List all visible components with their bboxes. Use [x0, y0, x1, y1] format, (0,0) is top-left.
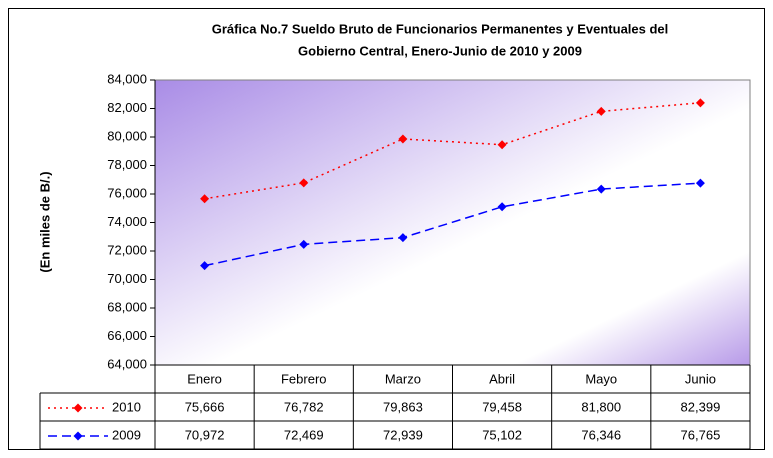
x-tick-label: Marzo	[385, 371, 421, 386]
y-tick-label: 74,000	[107, 214, 147, 229]
y-tick-label: 70,000	[107, 271, 147, 286]
y-tick-label: 68,000	[107, 299, 147, 314]
line	[204, 182, 701, 267]
x-tick-label: Abril	[489, 371, 515, 386]
table-value: 72,939	[383, 427, 423, 442]
y-tick-label: 72,000	[107, 242, 147, 257]
marker	[299, 178, 309, 188]
table-value: 79,458	[482, 399, 522, 414]
y-tick-label: 82,000	[107, 100, 147, 115]
marker	[299, 239, 309, 249]
marker	[596, 106, 606, 116]
y-tick-label: 80,000	[107, 128, 147, 143]
legend-marker	[73, 431, 83, 441]
y-tick-label: 64,000	[107, 356, 147, 371]
table-value: 76,782	[284, 399, 324, 414]
marker	[695, 178, 705, 188]
x-tick-label: Febrero	[281, 371, 327, 386]
legend-marker	[73, 403, 83, 413]
x-tick-label: Junio	[685, 371, 716, 386]
marker	[596, 184, 606, 194]
table-value: 75,102	[482, 427, 522, 442]
y-tick-label: 66,000	[107, 328, 147, 343]
marker	[695, 98, 705, 108]
line	[204, 102, 701, 200]
marker	[200, 261, 210, 271]
marker	[398, 233, 408, 243]
legend-label: 2009	[112, 427, 141, 442]
x-tick-label: Mayo	[585, 371, 617, 386]
legend-label: 2010	[112, 399, 141, 414]
table-value: 79,863	[383, 399, 423, 414]
table-value: 81,800	[581, 399, 621, 414]
table-value: 76,346	[581, 427, 621, 442]
table-value: 72,469	[284, 427, 324, 442]
marker	[497, 202, 507, 212]
marker	[497, 140, 507, 150]
table-value: 82,399	[681, 399, 721, 414]
y-tick-label: 78,000	[107, 157, 147, 172]
table-value: 75,666	[185, 399, 225, 414]
chart-title: Gobierno Central, Enero-Junio de 2010 y …	[298, 43, 582, 58]
chart-title: Gráfica No.7 Sueldo Bruto de Funcionario…	[212, 21, 669, 36]
marker	[398, 134, 408, 144]
y-tick-label: 76,000	[107, 185, 147, 200]
y-axis-label: (En miles de B/.)	[37, 171, 52, 272]
table-value: 76,765	[681, 427, 721, 442]
x-tick-label: Enero	[187, 371, 222, 386]
marker	[200, 194, 210, 204]
table-value: 70,972	[185, 427, 225, 442]
y-tick-label: 84,000	[107, 71, 147, 86]
